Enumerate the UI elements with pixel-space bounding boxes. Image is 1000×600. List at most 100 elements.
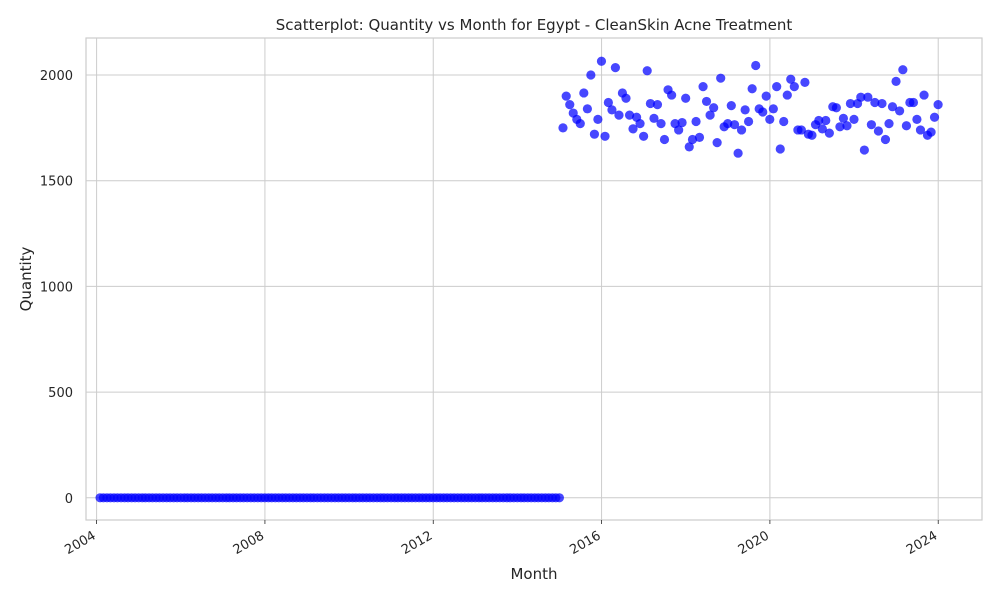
data-point [929, 112, 940, 122]
data-point [603, 97, 613, 108]
data-point [908, 97, 919, 108]
data-points [95, 56, 943, 503]
data-point [635, 119, 645, 129]
data-point [761, 91, 771, 101]
data-point [624, 110, 635, 120]
data-point [814, 115, 824, 126]
data-point [709, 103, 719, 113]
data-point [919, 90, 929, 100]
data-point [845, 98, 856, 109]
data-point [740, 105, 750, 115]
data-point [694, 132, 705, 142]
x-axis-label: Month [510, 565, 557, 583]
data-point [621, 93, 631, 103]
data-point [579, 88, 589, 98]
data-point [856, 92, 866, 102]
data-point [698, 82, 708, 92]
data-point [743, 116, 754, 127]
data-point [681, 93, 691, 103]
data-point [835, 122, 845, 132]
plot-frame [85, 37, 983, 521]
y-tick-label: 1500 [40, 175, 73, 190]
data-point [600, 131, 610, 141]
data-point [723, 119, 733, 129]
data-point [933, 99, 943, 110]
data-point [667, 90, 677, 100]
data-point [747, 84, 757, 94]
data-point [866, 120, 877, 130]
data-point [610, 63, 621, 73]
data-point [926, 127, 936, 137]
x-tick-label: 2020 [736, 528, 772, 558]
data-point [575, 119, 585, 129]
data-point [639, 131, 649, 141]
data-point [842, 121, 852, 131]
y-tick-label: 0 [65, 492, 73, 507]
data-point [838, 113, 849, 123]
data-point [751, 60, 761, 71]
y-axis-label: Quantity [17, 246, 35, 311]
data-point [736, 125, 747, 135]
axis-ticks: 2004 2008 2012 2016 2020 2024 0 500 1000 1500 2000 [40, 69, 940, 558]
data-point [659, 134, 670, 145]
data-point [898, 65, 908, 75]
data-point [656, 119, 666, 129]
y-tick-label: 1000 [40, 280, 73, 295]
data-point [691, 116, 701, 127]
data-point [758, 107, 768, 117]
y-tick-label: 500 [48, 386, 73, 401]
data-point [891, 76, 901, 86]
data-point [800, 77, 810, 87]
data-point [915, 125, 926, 135]
data-point [701, 96, 712, 107]
data-point [726, 101, 736, 111]
data-point [772, 82, 782, 92]
data-point [877, 98, 887, 109]
data-point [782, 90, 792, 100]
data-point [687, 134, 698, 145]
data-point [817, 124, 827, 134]
data-point [870, 97, 880, 108]
x-tick-label: 2024 [904, 528, 940, 558]
data-point [768, 104, 778, 114]
data-point [873, 126, 884, 136]
x-tick-label: 2012 [399, 528, 435, 558]
grid [86, 38, 982, 520]
data-point [614, 110, 624, 120]
data-point [645, 98, 656, 109]
data-point [821, 115, 831, 126]
data-point [895, 106, 905, 116]
data-point [765, 114, 775, 124]
data-point [716, 73, 726, 83]
data-point [824, 128, 834, 138]
data-point [863, 92, 873, 102]
y-tick-label: 2000 [40, 69, 73, 84]
data-point [642, 66, 652, 76]
data-point [831, 103, 841, 113]
data-point [674, 125, 684, 135]
data-point [649, 113, 659, 123]
data-point [789, 82, 799, 92]
data-point [589, 129, 600, 139]
data-point [884, 119, 894, 129]
data-point [712, 138, 722, 148]
data-point [554, 493, 565, 503]
data-point [607, 105, 617, 115]
data-point [901, 121, 912, 131]
data-point [652, 99, 663, 110]
data-point [684, 142, 694, 152]
x-tick-label: 2008 [231, 528, 267, 558]
data-point [561, 91, 571, 101]
data-point [859, 145, 869, 155]
data-point [880, 134, 891, 145]
data-point [775, 144, 785, 154]
chart-title: Scatterplot: Quantity vs Month for Egypt… [276, 16, 793, 34]
data-point [582, 104, 593, 114]
data-point [593, 114, 603, 124]
data-point [786, 74, 796, 84]
data-point [733, 148, 743, 158]
data-point [912, 114, 922, 124]
data-point [677, 117, 687, 128]
data-point [558, 123, 568, 133]
